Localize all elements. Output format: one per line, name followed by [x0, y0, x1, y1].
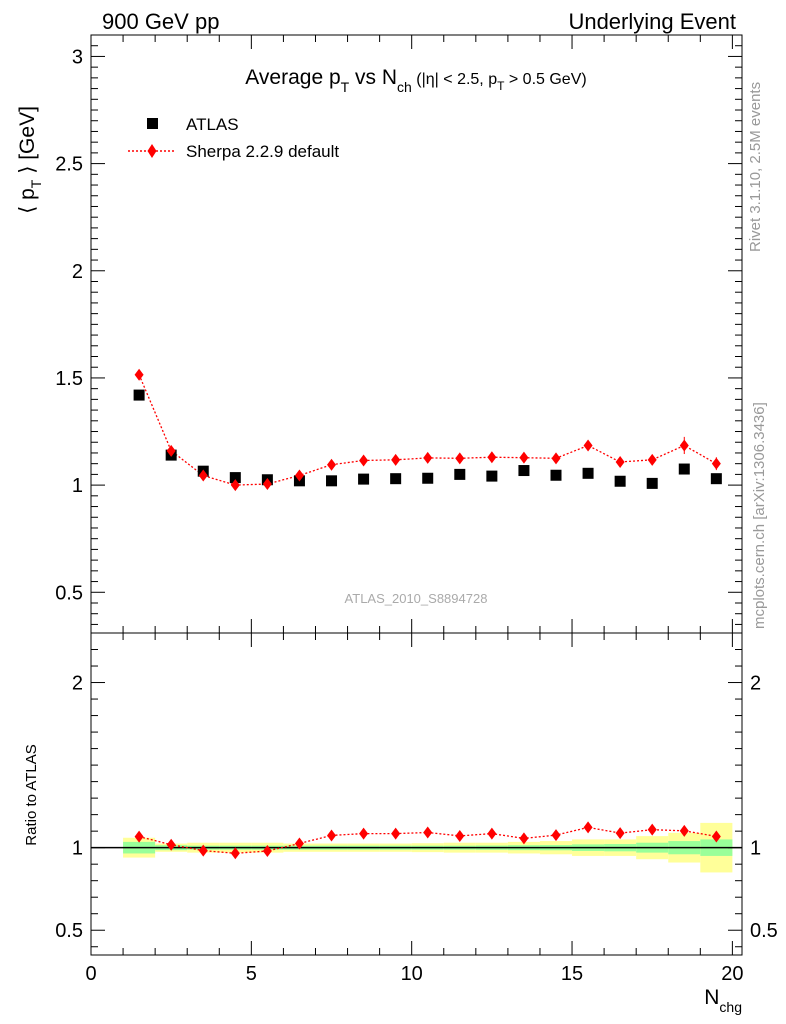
sherpa-point [230, 479, 240, 492]
ratio-sherpa-point [359, 827, 369, 840]
atlas-point [646, 477, 658, 489]
atlas-point [678, 463, 690, 475]
ratio-sherpa-point [455, 829, 465, 842]
legend-sherpa-label: Sherpa 2.2.9 default [186, 142, 339, 161]
sherpa-point [711, 457, 721, 470]
header-left: 900 GeV pp [102, 9, 219, 34]
sherpa-line [138, 374, 717, 486]
x-tick-label: 20 [721, 963, 743, 985]
legend-sherpa-marker [147, 144, 157, 158]
atlas-point [710, 473, 722, 485]
atlas-point [582, 467, 594, 479]
main-ticks: 0.5 1 1.5 2 2.5 3 [55, 34, 742, 633]
sherpa-point [294, 469, 304, 482]
atlas-point [550, 469, 562, 481]
ratio-sherpa-point [327, 829, 337, 842]
atlas-point [229, 472, 241, 484]
atlas-point [614, 475, 626, 487]
ratio-marks [91, 821, 742, 860]
ratio-panel: 0 5 10 15 20 0.5 0.5 1 1 2 2 Ratio to ATLAS Nchg [23, 632, 778, 1015]
atlas-point [326, 475, 338, 487]
y-tick-label-right: 2 [750, 673, 761, 695]
sherpa-point [455, 452, 465, 465]
y-tick-label: 2.5 [55, 154, 83, 176]
legend-atlas-marker [147, 118, 158, 129]
y-tick-label: 1.5 [55, 368, 83, 390]
atlas-point [422, 472, 434, 484]
sherpa-point [647, 453, 657, 466]
atlas-point [486, 470, 498, 482]
ratio-sherpa-point [551, 829, 561, 842]
header-right: Underlying Event [568, 9, 736, 34]
main-marks [133, 368, 722, 492]
ratio-sherpa-point [230, 847, 240, 860]
ratio-frame [90, 632, 743, 956]
legend: ATLAS Sherpa 2.2.9 default [128, 115, 339, 161]
y-tick-label-right: 0.5 [750, 920, 778, 942]
y-tick-label: 0.5 [55, 920, 83, 942]
y-tick-label: 1 [72, 838, 83, 860]
atlas-point [454, 468, 466, 480]
ratio-sherpa-point [134, 830, 144, 843]
atlas-point [518, 465, 530, 477]
x-tick-label: 15 [561, 963, 583, 985]
analysis-label: ATLAS_2010_S8894728 [345, 591, 488, 606]
sherpa-point [519, 451, 529, 464]
sherpa-point [551, 452, 561, 465]
sherpa-point [359, 454, 369, 467]
ratio-sherpa-point [583, 821, 593, 834]
ratio-sherpa-point [519, 832, 529, 845]
ratio-sherpa-point [711, 830, 721, 843]
sherpa-point [198, 469, 208, 482]
atlas-point [133, 389, 145, 401]
y-tick-label: 0.5 [55, 582, 83, 604]
sherpa-point [423, 451, 433, 464]
ratio-ticks: 0 5 10 15 20 0.5 0.5 1 1 2 2 [55, 633, 778, 985]
ratio-sherpa-point [391, 827, 401, 840]
y-tick-label: 1 [72, 475, 83, 497]
ratio-sherpa-point [679, 824, 689, 837]
sherpa-point [679, 439, 689, 452]
y-tick-label-right: 1 [750, 838, 761, 860]
sherpa-point [327, 458, 337, 471]
y-tick-label: 3 [72, 46, 83, 68]
ratio-sherpa-point [198, 844, 208, 857]
rivet-label: Rivet 3.1.10, 2.5M events [747, 82, 764, 252]
ratio-sherpa-point [487, 827, 497, 840]
legend-atlas-label: ATLAS [186, 115, 239, 134]
x-tick-label: 0 [85, 963, 96, 985]
chart-title: Average pT vs Nch (|η| < 2.5, pT > 0.5 G… [245, 66, 586, 95]
x-tick-label: 10 [401, 963, 423, 985]
ratio-sherpa-point [294, 837, 304, 850]
ratio-sherpa-point [166, 838, 176, 851]
ratio-sherpa-point [615, 827, 625, 840]
mcplots-label: mcplots.cern.ch [arXiv:1306.3436] [751, 402, 768, 629]
x-axis-label: Nchg [704, 986, 742, 1015]
atlas-point [358, 473, 370, 485]
sherpa-point [487, 451, 497, 464]
sherpa-point [134, 368, 144, 381]
ratio-sherpa-point [262, 844, 272, 857]
y-tick-label: 2 [72, 673, 83, 695]
y-tick-label: 2 [72, 261, 83, 283]
main-panel: 0.5 1 1.5 2 2.5 3 Average pT vs Nch (|η| < 2.… [16, 34, 743, 634]
ratio-sherpa-point [647, 823, 657, 836]
atlas-point [390, 473, 402, 485]
main-ylabel: ⟨ pT ⟩ [GeV] [16, 106, 44, 214]
x-tick-label: 5 [246, 963, 257, 985]
sherpa-point [262, 478, 272, 491]
ratio-sherpa-point [423, 826, 433, 839]
sherpa-point [583, 439, 593, 452]
ratio-ylabel: Ratio to ATLAS [23, 744, 40, 845]
sherpa-point [166, 444, 176, 457]
sherpa-point [391, 453, 401, 466]
sherpa-point [615, 455, 625, 468]
